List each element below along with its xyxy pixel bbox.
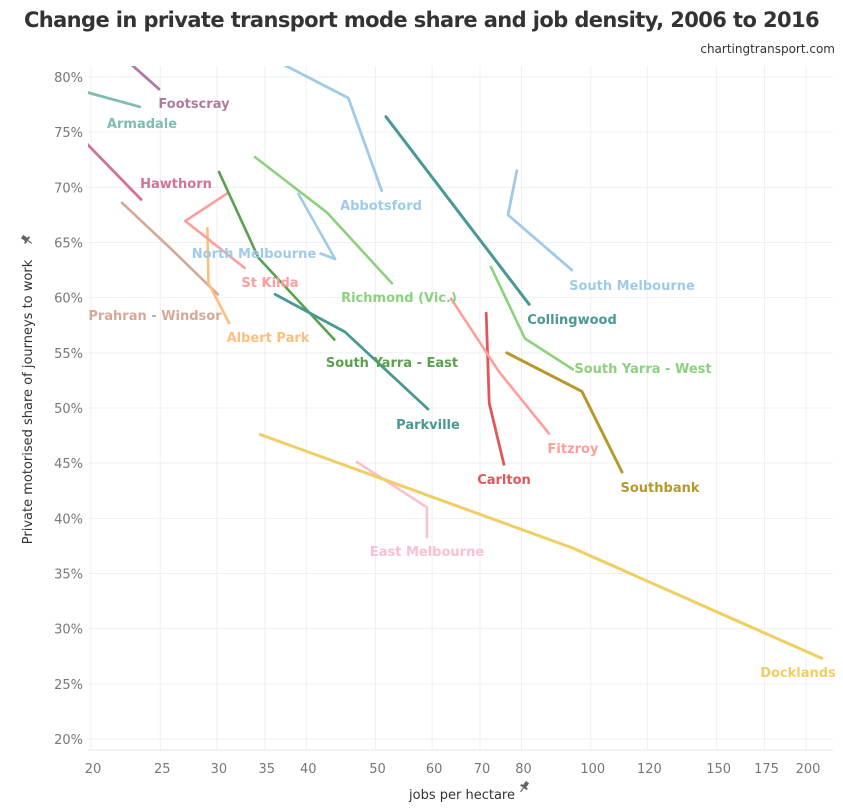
series-label-armadale: Armadale	[107, 117, 177, 132]
x-tick-label: 70	[474, 762, 491, 777]
series-label-albert-park: Albert Park	[227, 331, 310, 346]
series-label-prahran-windsor: Prahran - Windsor	[88, 309, 222, 324]
series-label-hawthorn: Hawthorn	[140, 177, 212, 192]
y-tick-label: 75%	[54, 126, 83, 141]
x-axis-title: jobs per hectare	[408, 788, 515, 803]
series-line-footscray[interactable]	[121, 55, 161, 91]
x-axis-pin-icon[interactable]	[517, 780, 530, 794]
series-label-south-yarra-east: South Yarra - East	[326, 356, 458, 371]
series-label-collingwood: Collingwood	[527, 313, 617, 328]
series-label-south-melbourne: South Melbourne	[569, 279, 695, 294]
y-tick-label: 40%	[54, 512, 83, 527]
y-tick-label: 25%	[54, 678, 83, 693]
y-axis-title: Private motorised share of journeys to w…	[21, 259, 36, 544]
x-tick-label: 200	[796, 762, 821, 777]
y-tick-label: 65%	[54, 236, 83, 251]
series-labels: Footscray Armadale Hawthorn Prahran - Winds…	[88, 97, 836, 681]
y-tick-label: 50%	[54, 402, 83, 417]
chart-title: Change in private transport mode share a…	[23, 8, 820, 32]
x-tick-label: 30	[211, 762, 228, 777]
series-line-richmond-vic[interactable]	[253, 155, 394, 285]
series-label-st-kilda: St Kilda	[241, 276, 298, 291]
x-tick-label: 35	[258, 762, 275, 777]
series-line-albert-park[interactable]	[206, 226, 231, 325]
series-line-south-melbourne[interactable]	[506, 169, 574, 272]
y-tick-label: 30%	[54, 623, 83, 638]
series-line-southbank[interactable]	[505, 351, 624, 474]
series-label-southbank: Southbank	[621, 481, 700, 496]
series-line-north-melbourne[interactable]	[297, 192, 337, 261]
x-tick-label: 50	[369, 762, 386, 777]
y-tick-label: 45%	[54, 457, 83, 472]
x-tick-label: 60	[426, 762, 443, 777]
series-label-richmond-vic: Richmond (Vic.)	[341, 291, 457, 306]
chart-source: chartingtransport.com	[700, 42, 835, 56]
series-label-fitzroy: Fitzroy	[548, 442, 599, 457]
series-line-st-kilda[interactable]	[184, 191, 246, 270]
x-tick-label: 175	[754, 762, 779, 777]
series-label-east-melbourne: East Melbourne	[370, 545, 484, 560]
x-tick-label: 150	[706, 762, 731, 777]
series-lines	[75, 55, 824, 660]
x-tick-label: 100	[580, 762, 605, 777]
series-line-docklands[interactable]	[258, 433, 824, 660]
y-tick-label: 20%	[54, 733, 83, 748]
series-label-north-melbourne: North Melbourne	[192, 247, 317, 262]
series-label-carlton: Carlton	[477, 473, 531, 488]
series-label-footscray: Footscray	[158, 97, 230, 112]
y-tick-label: 35%	[54, 567, 83, 582]
series-line-fitzroy[interactable]	[449, 297, 551, 435]
series-label-south-yarra-west: South Yarra - West	[574, 362, 711, 377]
series-label-parkville: Parkville	[396, 418, 460, 433]
series-line-abbotsford[interactable]	[265, 55, 384, 193]
x-tick-label: 20	[85, 762, 102, 777]
series-line-carlton[interactable]	[484, 311, 506, 466]
x-tick-label: 120	[637, 762, 662, 777]
series-label-abbotsford: Abbotsford	[340, 199, 422, 214]
y-axis-ticks: 20% 25% 30% 35% 40% 45% 50% 55% 60% 65% 70% 75% 80%	[54, 71, 83, 748]
y-axis-title-group: Private motorised share of journeys to w…	[20, 233, 36, 544]
series-label-docklands: Docklands	[760, 666, 836, 681]
series-line-parkville[interactable]	[273, 292, 430, 411]
x-tick-label: 25	[154, 762, 171, 777]
series-line-south-yarra-west[interactable]	[489, 265, 575, 371]
series-line-collingwood[interactable]	[384, 115, 531, 306]
x-axis-ticks: 20 25 30 35 40 50 60 70 80 100 120 150 175 200	[85, 762, 821, 777]
x-tick-label: 40	[300, 762, 317, 777]
series-line-armadale[interactable]	[75, 89, 142, 109]
y-tick-label: 60%	[54, 292, 83, 307]
y-tick-label: 55%	[54, 347, 83, 362]
x-axis-title-group: jobs per hectare	[408, 780, 530, 803]
y-axis-pin-icon[interactable]	[20, 233, 34, 246]
y-tick-label: 70%	[54, 181, 83, 196]
series-line-prahran-windsor[interactable]	[120, 201, 220, 296]
x-tick-label: 80	[515, 762, 532, 777]
series-line-hawthorn[interactable]	[83, 140, 143, 201]
gridlines	[88, 66, 833, 751]
y-tick-label: 80%	[54, 71, 83, 86]
